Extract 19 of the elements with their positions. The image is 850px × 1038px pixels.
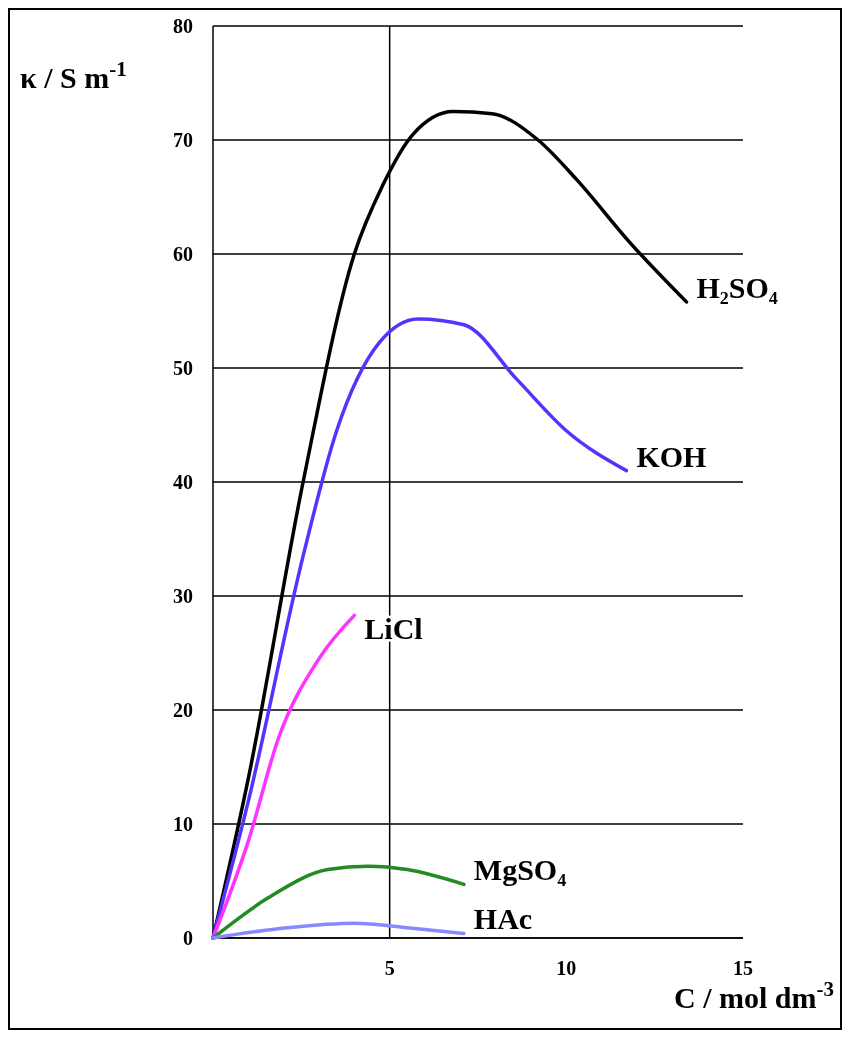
y-tick-label: 10 xyxy=(173,813,193,835)
series-label: KOH xyxy=(636,439,707,473)
y-tick-label: 70 xyxy=(173,129,193,151)
x-tick-label: 10 xyxy=(556,957,577,979)
y-tick-label: 80 xyxy=(173,15,193,37)
y-tick-label: 20 xyxy=(173,699,193,721)
y-tick-label: 50 xyxy=(173,357,193,379)
x-tick-label: 5 xyxy=(384,957,395,979)
y-tick-label: 30 xyxy=(173,585,193,607)
series-label: H₂SO₄ xyxy=(696,270,778,304)
x-axis-title: C / mol dm$^{-3}$ xyxy=(674,977,834,1014)
y-axis-title: κ / S m$^{-1}$ xyxy=(20,57,127,94)
series-label: HAc xyxy=(473,902,533,936)
y-tick-label: 60 xyxy=(173,243,193,265)
series-label: MgSO₄ xyxy=(473,853,567,887)
y-tick-label: 0 xyxy=(183,927,193,949)
y-tick-label: 40 xyxy=(173,471,193,493)
x-tick-label: 15 xyxy=(733,957,753,979)
line-series xyxy=(211,921,466,940)
